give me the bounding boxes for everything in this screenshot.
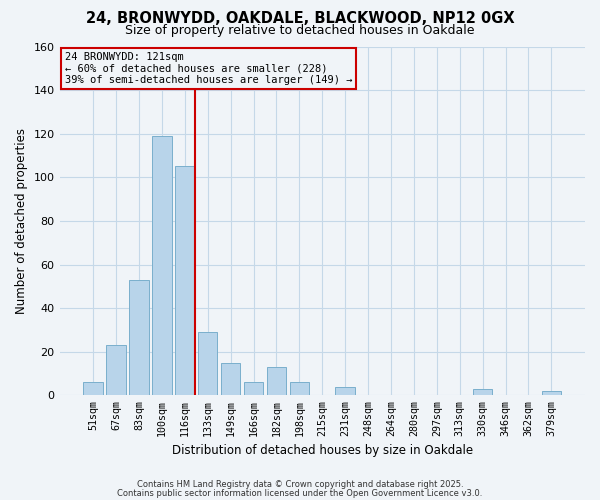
Text: 24 BRONWYDD: 121sqm
← 60% of detached houses are smaller (228)
39% of semi-detac: 24 BRONWYDD: 121sqm ← 60% of detached ho… <box>65 52 352 85</box>
Bar <box>221 362 241 396</box>
X-axis label: Distribution of detached houses by size in Oakdale: Distribution of detached houses by size … <box>172 444 473 458</box>
Bar <box>290 382 309 396</box>
Bar <box>83 382 103 396</box>
Bar <box>152 136 172 396</box>
Text: Contains HM Land Registry data © Crown copyright and database right 2025.: Contains HM Land Registry data © Crown c… <box>137 480 463 489</box>
Bar <box>129 280 149 396</box>
Y-axis label: Number of detached properties: Number of detached properties <box>15 128 28 314</box>
Bar <box>473 389 493 396</box>
Bar <box>267 367 286 396</box>
Bar <box>198 332 217 396</box>
Text: 24, BRONWYDD, OAKDALE, BLACKWOOD, NP12 0GX: 24, BRONWYDD, OAKDALE, BLACKWOOD, NP12 0… <box>86 11 514 26</box>
Bar <box>175 166 194 396</box>
Bar <box>542 391 561 396</box>
Bar <box>244 382 263 396</box>
Bar <box>335 386 355 396</box>
Bar <box>106 345 126 396</box>
Text: Size of property relative to detached houses in Oakdale: Size of property relative to detached ho… <box>125 24 475 37</box>
Text: Contains public sector information licensed under the Open Government Licence v3: Contains public sector information licen… <box>118 489 482 498</box>
